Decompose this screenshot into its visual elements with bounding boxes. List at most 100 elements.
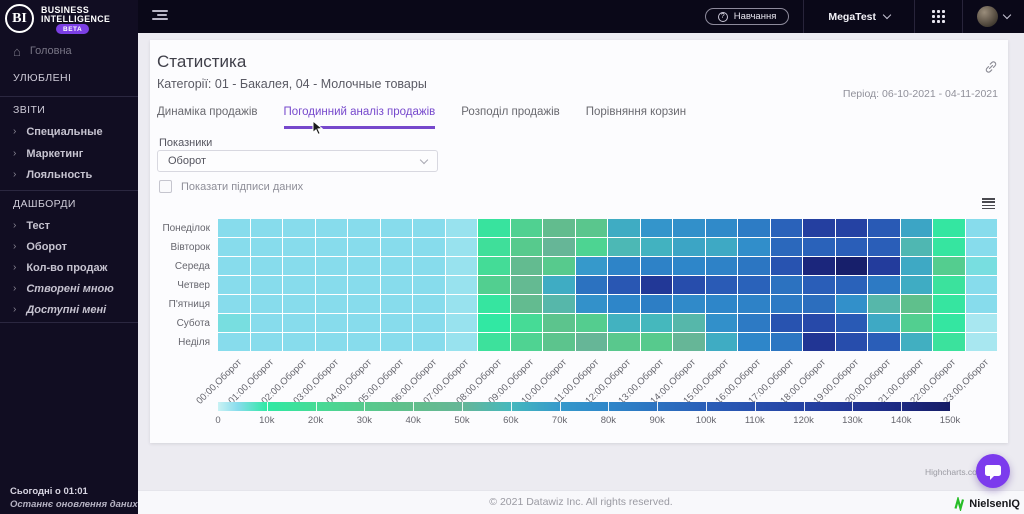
heatmap-cell[interactable] <box>705 276 737 294</box>
sidebar-section-favorites[interactable]: УЛЮБЛЕНІ <box>13 72 72 84</box>
heatmap-cell[interactable] <box>835 276 867 294</box>
heatmap-cell[interactable] <box>835 295 867 313</box>
sidebar-item-loyalty[interactable]: › Лояльность <box>13 169 93 181</box>
heatmap-cell[interactable] <box>315 333 347 351</box>
heatmap-cell[interactable] <box>673 276 705 294</box>
heatmap-cell[interactable] <box>835 257 867 275</box>
heatmap-cell[interactable] <box>283 295 315 313</box>
heatmap-cell[interactable] <box>543 333 575 351</box>
heatmap-cell[interactable] <box>543 219 575 237</box>
heatmap-cell[interactable] <box>965 257 997 275</box>
heatmap-cell[interactable] <box>250 219 282 237</box>
heatmap-cell[interactable] <box>965 219 997 237</box>
heatmap-cell[interactable] <box>413 238 445 256</box>
show-data-labels-checkbox[interactable] <box>159 180 172 193</box>
heatmap-cell[interactable] <box>770 314 802 332</box>
tab-hourly-sales-analysis[interactable]: Погодинний аналіз продажів <box>283 106 436 129</box>
heatmap-cell[interactable] <box>608 295 640 313</box>
heatmap-cell[interactable] <box>640 295 672 313</box>
heatmap-cell[interactable] <box>445 276 477 294</box>
heatmap-cell[interactable] <box>705 257 737 275</box>
sidebar-item-special[interactable]: › Специальные <box>13 126 103 138</box>
heatmap-cell[interactable] <box>673 333 705 351</box>
heatmap-cell[interactable] <box>510 333 542 351</box>
heatmap-cell[interactable] <box>510 276 542 294</box>
heatmap-cell[interactable] <box>283 219 315 237</box>
heatmap-cell[interactable] <box>575 219 607 237</box>
heatmap-cell[interactable] <box>315 276 347 294</box>
heatmap-cell[interactable] <box>315 295 347 313</box>
heatmap-cell[interactable] <box>900 219 932 237</box>
heatmap-cell[interactable] <box>380 219 412 237</box>
sidebar-item-available-to-me[interactable]: › Доступні мені <box>13 304 107 316</box>
heatmap-cell[interactable] <box>608 276 640 294</box>
heatmap-cell[interactable] <box>315 238 347 256</box>
heatmap-cell[interactable] <box>250 257 282 275</box>
sidebar-item-sales-count[interactable]: › Кол-во продаж <box>13 262 108 274</box>
heatmap-cell[interactable] <box>380 333 412 351</box>
heatmap-cell[interactable] <box>608 219 640 237</box>
heatmap-cell[interactable] <box>413 257 445 275</box>
heatmap-cell[interactable] <box>803 238 835 256</box>
heatmap-cell[interactable] <box>575 295 607 313</box>
heatmap-cell[interactable] <box>900 257 932 275</box>
heatmap-cell[interactable] <box>543 314 575 332</box>
heatmap-cell[interactable] <box>738 333 770 351</box>
heatmap-cell[interactable] <box>933 276 965 294</box>
heatmap-cell[interactable] <box>348 257 380 275</box>
account-dropdown[interactable]: MegaTest <box>804 11 914 23</box>
heatmap-cell[interactable] <box>738 276 770 294</box>
heatmap-cell[interactable] <box>900 333 932 351</box>
heatmap-cell[interactable] <box>868 276 900 294</box>
heatmap-cell[interactable] <box>510 314 542 332</box>
heatmap-cell[interactable] <box>543 257 575 275</box>
heatmap-cell[interactable] <box>738 238 770 256</box>
heatmap-cell[interactable] <box>510 295 542 313</box>
heatmap-cell[interactable] <box>445 238 477 256</box>
heatmap-cell[interactable] <box>965 238 997 256</box>
heatmap-cell[interactable] <box>933 219 965 237</box>
heatmap-cell[interactable] <box>965 295 997 313</box>
heatmap-cell[interactable] <box>315 257 347 275</box>
heatmap-cell[interactable] <box>868 257 900 275</box>
highcharts-credit[interactable]: Highcharts.com <box>924 467 984 477</box>
heatmap-cell[interactable] <box>900 314 932 332</box>
sidebar-item-marketing[interactable]: › Маркетинг <box>13 148 84 160</box>
profile-chevron-icon[interactable] <box>1002 10 1012 20</box>
tab-sales-dynamics[interactable]: Динаміка продажів <box>157 106 258 118</box>
heatmap-cell[interactable] <box>543 295 575 313</box>
heatmap-cell[interactable] <box>738 295 770 313</box>
heatmap-cell[interactable] <box>478 295 510 313</box>
heatmap-cell[interactable] <box>770 295 802 313</box>
heatmap-cell[interactable] <box>965 314 997 332</box>
heatmap-cell[interactable] <box>640 333 672 351</box>
heatmap-cell[interactable] <box>738 219 770 237</box>
heatmap-cell[interactable] <box>413 295 445 313</box>
heatmap-cell[interactable] <box>413 276 445 294</box>
heatmap-cell[interactable] <box>770 276 802 294</box>
heatmap-cell[interactable] <box>900 276 932 294</box>
heatmap-cell[interactable] <box>868 314 900 332</box>
sidebar-item-home[interactable]: ⌂ Головна <box>13 43 72 59</box>
heatmap-cell[interactable] <box>218 276 250 294</box>
heatmap-cell[interactable] <box>933 295 965 313</box>
heatmap-cell[interactable] <box>835 219 867 237</box>
heatmap-cell[interactable] <box>445 333 477 351</box>
heatmap-cell[interactable] <box>478 257 510 275</box>
heatmap-cell[interactable] <box>673 238 705 256</box>
heatmap-cell[interactable] <box>348 276 380 294</box>
heatmap-cell[interactable] <box>283 257 315 275</box>
heatmap-cell[interactable] <box>673 257 705 275</box>
sidebar-section-dashboards[interactable]: ДАШБОРДИ <box>13 198 76 210</box>
heatmap-cell[interactable] <box>380 314 412 332</box>
heatmap-cell[interactable] <box>608 314 640 332</box>
menu-toggle-icon[interactable] <box>152 10 168 23</box>
heatmap-cell[interactable] <box>608 257 640 275</box>
heatmap-cell[interactable] <box>868 333 900 351</box>
heatmap-cell[interactable] <box>478 314 510 332</box>
heatmap-cell[interactable] <box>640 219 672 237</box>
heatmap-cell[interactable] <box>705 238 737 256</box>
heatmap-cell[interactable] <box>803 257 835 275</box>
heatmap-cell[interactable] <box>640 276 672 294</box>
avatar[interactable] <box>977 6 998 27</box>
